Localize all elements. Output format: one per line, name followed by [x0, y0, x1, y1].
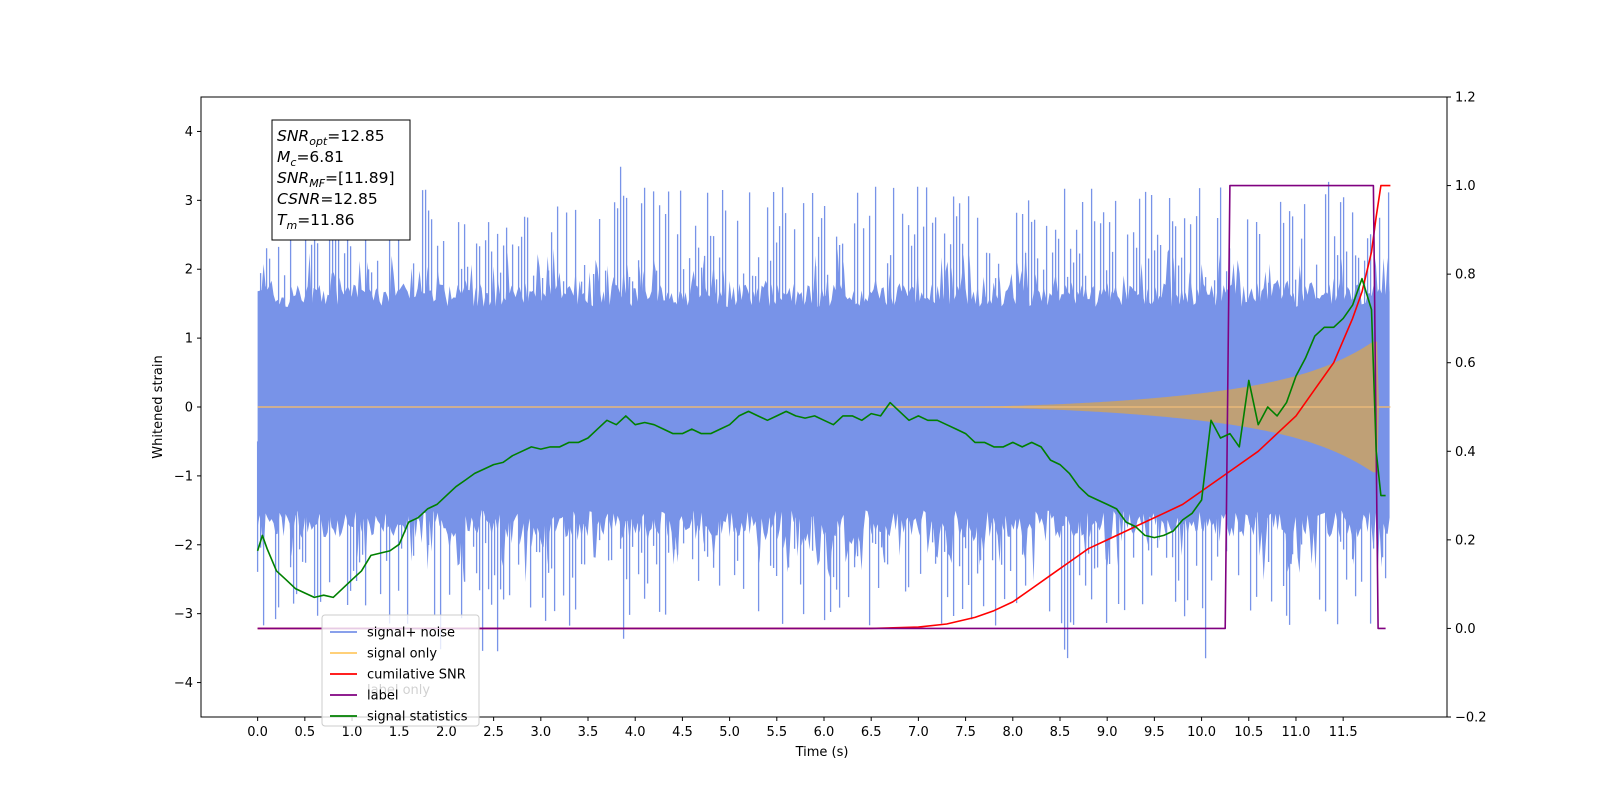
y-tick-label: −4 [174, 676, 193, 691]
y2-tick-label: 0.0 [1455, 622, 1476, 637]
y-tick-label: 3 [185, 194, 193, 209]
y-tick-label: −1 [174, 469, 193, 484]
cumulative-snr-line [257, 184, 1391, 630]
x-tick-label: 5.0 [719, 725, 740, 740]
legend-hidden-text: label only [367, 683, 430, 698]
legend-entry-label: signal+ noise [367, 626, 455, 641]
x-tick-label: 0.0 [247, 725, 268, 740]
y-axis-label: Whitened strain [151, 355, 166, 458]
x-tick-label: 8.0 [1002, 725, 1023, 740]
signal-statistics-line [256, 277, 1386, 599]
x-tick-label: 4.5 [672, 725, 693, 740]
annotation-line: CSNR=12.85 [277, 190, 378, 208]
annotation-box: SNRopt=12.85Mc=6.81SNRMF=[11.89]CSNR=12.… [271, 119, 411, 241]
x-tick-label: 5.5 [766, 725, 787, 740]
x-tick-label: 3.0 [530, 725, 551, 740]
label-line [257, 184, 1386, 630]
annotation-line: SNRMF=[11.89] [277, 169, 395, 190]
legend-entry-label: cumilative SNR [367, 668, 466, 683]
x-tick-label: 7.0 [908, 725, 929, 740]
y-tick-label: 4 [185, 125, 193, 140]
annotation-line: SNRopt=12.85 [277, 127, 385, 148]
x-tick-label: 4.0 [625, 725, 646, 740]
x-tick-label: 9.5 [1144, 725, 1165, 740]
x-tick-label: 10.0 [1187, 725, 1216, 740]
annotation-line: Tm=11.86 [277, 211, 355, 232]
x-tick-label: 2.5 [483, 725, 504, 740]
x-tick-label: 8.5 [1050, 725, 1071, 740]
y2-tick-label: 0.8 [1455, 268, 1476, 283]
y-tick-label: −2 [174, 538, 193, 553]
annotation-line: Mc=6.81 [277, 148, 344, 169]
x-tick-label: 10.5 [1234, 725, 1263, 740]
y2-tick-label: 0.4 [1455, 445, 1476, 460]
x-tick-label: 11.5 [1329, 725, 1358, 740]
legend-entry-label: label [367, 689, 398, 704]
y2-tick-label: 0.2 [1455, 533, 1476, 548]
y-tick-label: 0 [185, 401, 193, 416]
x-axis-label: Time (s) [795, 745, 849, 760]
x-tick-label: 6.0 [814, 725, 835, 740]
x-tick-label: 9.0 [1097, 725, 1118, 740]
plot-area [256, 166, 1391, 659]
noise-spikes [256, 166, 1390, 659]
y2-tick-label: 0.6 [1455, 356, 1476, 371]
legend: label only signal+ noise signal only cumil… [321, 614, 480, 727]
legend-entry-label: signal statistics [367, 710, 468, 725]
x-tick-label: 0.5 [294, 725, 315, 740]
y-tick-label: 1 [185, 332, 193, 347]
x-tick-label: 11.0 [1281, 725, 1310, 740]
x-tick-label: 6.5 [861, 725, 882, 740]
x-tick-label: 3.5 [578, 725, 599, 740]
y2-tick-label: 1.0 [1455, 179, 1476, 194]
y-tick-label: 2 [185, 263, 193, 278]
y-tick-label: −3 [174, 607, 193, 622]
x-tick-label: 2.0 [436, 725, 457, 740]
y2-tick-label: 1.2 [1455, 91, 1476, 106]
x-tick-label: 1.0 [342, 725, 363, 740]
y2-tick-label: −0.2 [1455, 711, 1487, 726]
x-tick-label: 1.5 [389, 725, 410, 740]
x-tick-label: 7.5 [955, 725, 976, 740]
legend-entry-label: signal only [367, 647, 437, 662]
